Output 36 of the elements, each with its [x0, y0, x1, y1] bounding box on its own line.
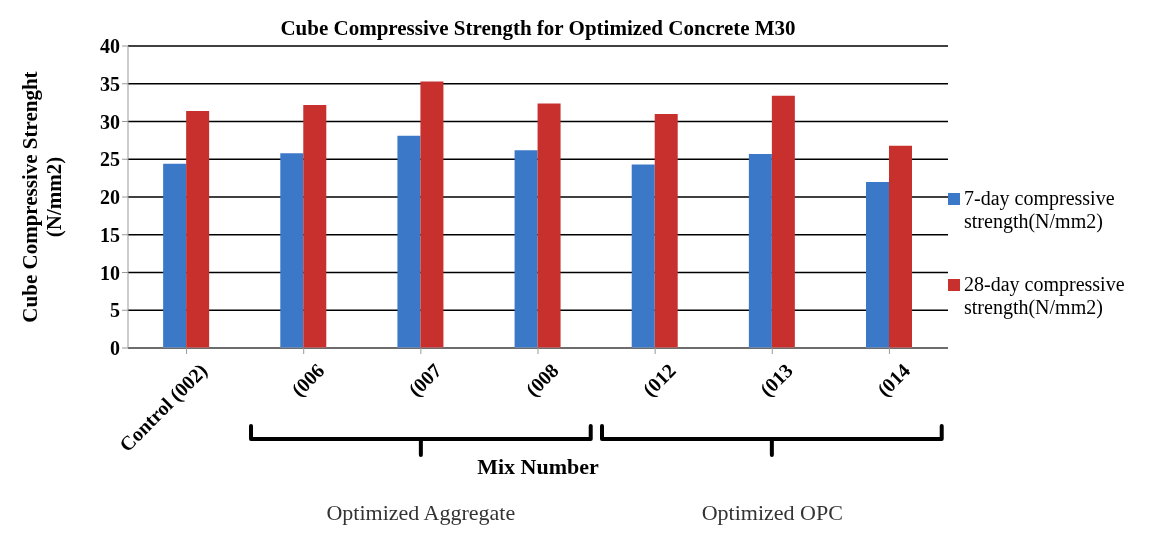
text: Optimized OPC: [700, 500, 844, 526]
bar: [280, 153, 304, 348]
bar: [889, 145, 912, 348]
y-axis-title: Cube Compressive Strenght (N/mm2): [18, 70, 67, 325]
x-axis-title: Mix Number: [476, 454, 600, 480]
y-tick-label: 5: [110, 299, 120, 322]
y-tick-label: 35: [100, 72, 120, 95]
y-tick-label: 20: [100, 186, 120, 209]
bar: [771, 95, 795, 348]
y-tick-label: 40: [100, 35, 120, 58]
bar: [866, 181, 889, 348]
bar: [654, 113, 678, 348]
x-tick-label: (008: [521, 359, 564, 402]
y-tick-label: 0: [110, 337, 120, 360]
x-tick-label: (006: [286, 359, 330, 402]
bar: [186, 110, 210, 348]
chart-title: Cube Compressive Strength for Optimized Concrete M30: [279, 16, 797, 41]
bar: [420, 81, 444, 348]
bar: [303, 104, 327, 348]
y-tick-label: 30: [100, 110, 120, 133]
legend-label: 28-day compressive strength(N/mm2): [964, 273, 1126, 319]
x-tick-label: (014: [872, 359, 915, 402]
bar: [397, 135, 421, 348]
bar: [631, 164, 655, 348]
legend-label: 7-day compressive strength(N/mm2): [964, 187, 1116, 233]
bar: [163, 163, 187, 348]
y-tick-label: 15: [100, 223, 120, 246]
text: Optimized Aggregate: [325, 500, 517, 526]
bar: [537, 103, 561, 348]
bar: [748, 153, 772, 348]
x-tick-label: (007: [404, 359, 447, 402]
y-tick-label: 25: [100, 148, 120, 171]
y-tick-label: 10: [100, 261, 120, 284]
bar: [514, 150, 538, 348]
x-tick-label: (013: [755, 359, 798, 402]
x-tick-label: (012: [638, 359, 681, 402]
